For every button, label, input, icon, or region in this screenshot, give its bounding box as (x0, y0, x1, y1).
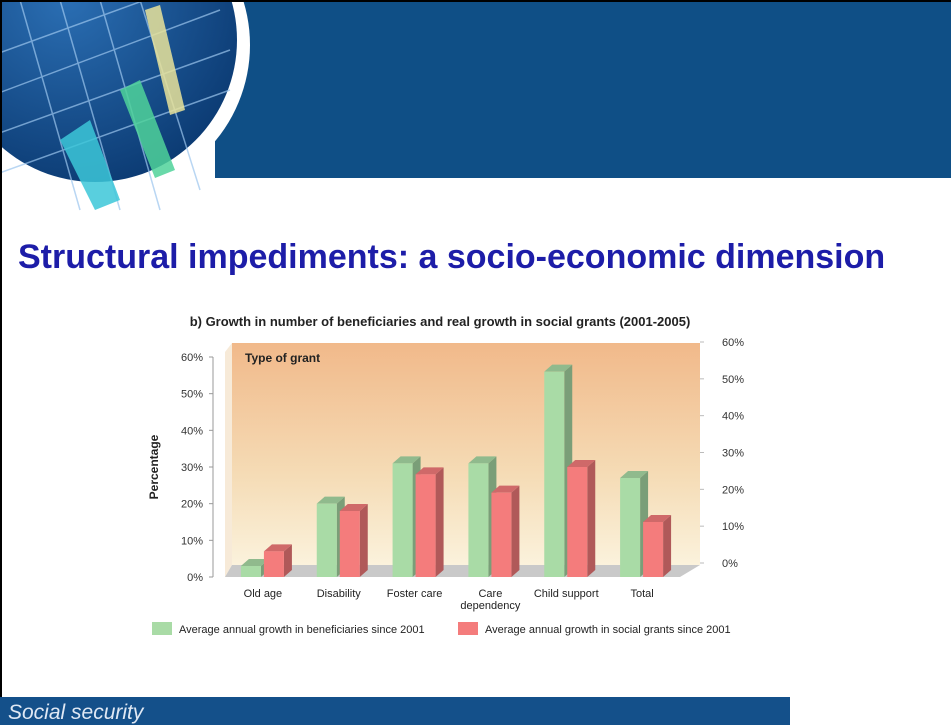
side-wall (225, 343, 232, 577)
y-tick-label: 0% (187, 572, 203, 584)
bar-top (643, 515, 672, 522)
footer-band (0, 697, 790, 725)
y-tick-label: 60% (181, 352, 203, 364)
y-tick-label: 10% (181, 535, 203, 547)
y2-tick-label: 50% (722, 374, 744, 386)
bar-top (468, 456, 497, 464)
y-tick-label: 30% (181, 462, 203, 474)
x-tick-label: Total (630, 588, 654, 600)
legend-swatch (458, 622, 478, 635)
bar (316, 503, 337, 577)
bar-top (316, 496, 345, 504)
bar-top (491, 485, 520, 493)
bar (263, 551, 284, 577)
y-axis-label: Percentage (147, 434, 161, 499)
y-tick-label: 20% (181, 499, 203, 511)
bar-top (392, 456, 421, 464)
bar-top (567, 460, 596, 467)
chart-title: b) Growth in number of beneficiaries and… (190, 314, 691, 329)
bar-side (663, 515, 672, 577)
annotation: Type of grant (245, 351, 320, 365)
bar-top (544, 364, 573, 372)
bar (339, 511, 360, 577)
x-tick-label: Child support (533, 588, 599, 600)
y-tick-label: 50% (181, 389, 203, 401)
y2-tick-label: 10% (722, 521, 744, 533)
bar (415, 474, 436, 577)
bar-side (359, 504, 368, 577)
y2-tick-label: 0% (722, 558, 738, 570)
bar-side (435, 467, 444, 577)
bar (392, 463, 413, 577)
slide-title: Structural impediments: a socio-economic… (18, 238, 885, 276)
y2-tick-label: 40% (722, 411, 744, 423)
bar (567, 467, 588, 577)
bar-top (240, 559, 269, 566)
bar (544, 371, 565, 577)
x-tick-label: Disability (316, 588, 361, 600)
y2-tick-label: 60% (722, 337, 744, 349)
bar-side (511, 485, 520, 577)
bar-top (415, 467, 444, 475)
bar (240, 566, 261, 577)
bar-top (339, 504, 368, 511)
y2-tick-label: 30% (722, 448, 744, 460)
x-tick-label: Care dependency (460, 588, 521, 612)
bar (491, 492, 512, 577)
bar (643, 522, 664, 577)
bar-top (263, 544, 292, 552)
bar (620, 478, 641, 577)
x-tick-label: Foster care (386, 588, 443, 600)
x-tick-label: Old age (243, 588, 283, 600)
legend-swatch (152, 622, 172, 635)
legend-label: Average annual growth in beneficiaries s… (179, 624, 425, 636)
bar-top (620, 471, 649, 478)
header-band (215, 0, 951, 178)
footer-text: Social security (8, 701, 145, 724)
legend-label: Average annual growth in social grants s… (485, 624, 731, 636)
y2-tick-label: 20% (722, 484, 744, 496)
y-tick-label: 40% (181, 425, 203, 437)
bar-side (283, 544, 292, 577)
header-orb (0, 0, 250, 211)
bar-side (587, 460, 596, 577)
bar (468, 463, 489, 577)
